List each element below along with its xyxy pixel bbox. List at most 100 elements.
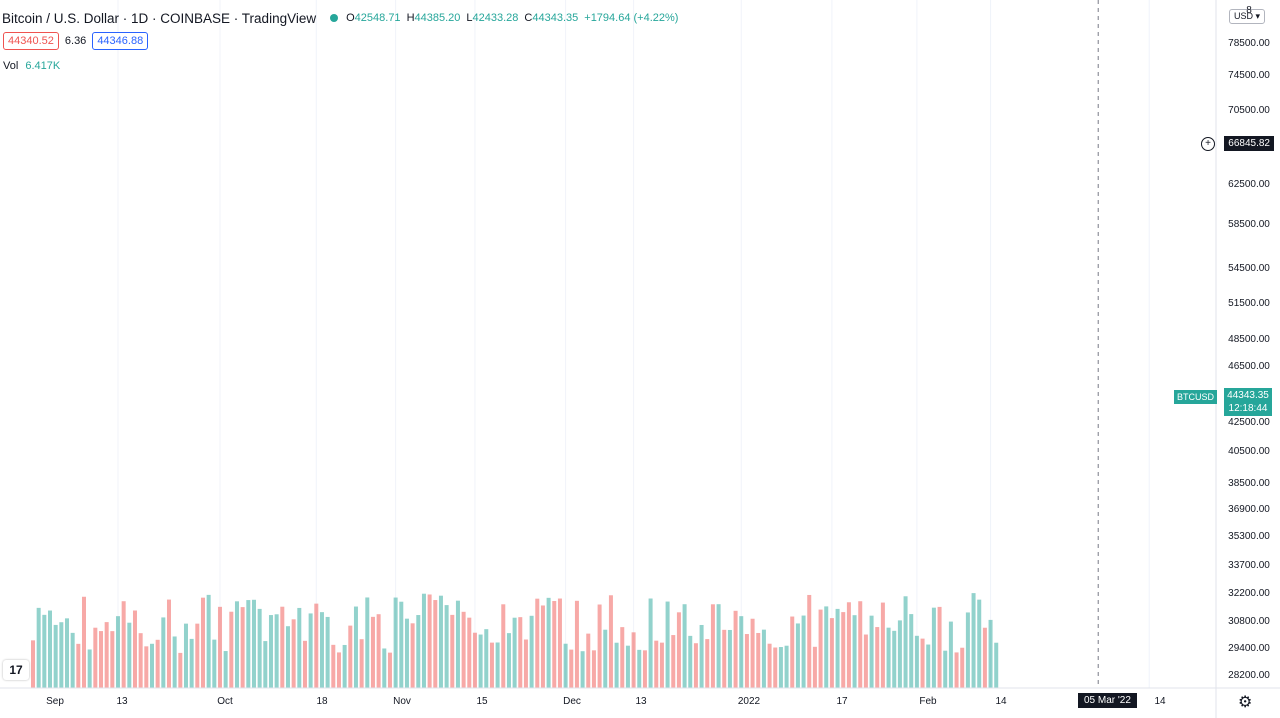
volume-bar [557, 598, 562, 688]
settings-gear-icon[interactable]: ⚙ [1238, 694, 1253, 711]
volume-bar [472, 632, 477, 688]
volume-bar [376, 614, 381, 688]
volume-bar [642, 650, 647, 688]
volume-bar [314, 603, 319, 688]
volume-bar [467, 617, 472, 688]
volume-bar [234, 601, 239, 688]
volume-bar [920, 638, 925, 688]
volume-bar [161, 617, 166, 688]
time-tick-label: 15 [476, 696, 488, 707]
volume-bar [240, 607, 245, 688]
volume-value: 6.417K [25, 60, 61, 72]
time-tick-label: Feb [919, 696, 937, 707]
volume-bar [501, 604, 506, 688]
volume-bar [869, 615, 874, 688]
currency-label: USD [1234, 11, 1254, 21]
volume-bar [268, 615, 273, 688]
volume-bar [835, 608, 840, 688]
volume-bar [455, 600, 460, 688]
volume-bar [246, 600, 251, 688]
volume-bar [478, 634, 483, 688]
volume-bar [659, 642, 664, 688]
volume-bar [212, 639, 217, 688]
price-tick-label: 48500.00 [1228, 334, 1270, 345]
currency-selector[interactable]: USD ▾ [1229, 9, 1266, 24]
volume-bar [863, 634, 868, 688]
volume-bar [421, 593, 426, 688]
time-tick-label: Nov [393, 696, 411, 707]
volume-bar [484, 629, 489, 688]
volume-bar [427, 594, 432, 688]
volume-bar [926, 644, 931, 688]
buy-button[interactable]: 44346.88 [92, 32, 149, 50]
spread-value: 6.36 [64, 35, 87, 47]
volume-bar [880, 602, 885, 688]
volume-bar [988, 619, 993, 688]
ohlc-low-label: L [466, 12, 473, 24]
volume-bar [540, 605, 545, 688]
volume-bar [852, 615, 857, 688]
volume-bar [965, 612, 970, 688]
volume-bar [563, 643, 568, 688]
volume-bar [693, 643, 698, 688]
volume-bar [688, 635, 693, 688]
volume-bar [172, 636, 177, 688]
volume-bar [285, 626, 290, 688]
ohlc-open-label: O [346, 12, 355, 24]
tradingview-logo-icon[interactable]: 17 [3, 660, 29, 680]
volume-bar [263, 641, 268, 688]
volume-bar [739, 616, 744, 688]
volume-bar [76, 643, 81, 688]
volume-bar [858, 601, 863, 688]
volume-bar [251, 599, 256, 688]
price-tick-label: 35300.00 [1228, 531, 1270, 542]
volume-bar [387, 652, 392, 688]
volume-bar [841, 612, 846, 688]
volume-bar [982, 627, 987, 688]
price-tick-label: 30800.00 [1228, 616, 1270, 627]
ohlc-high-label: H [406, 12, 415, 24]
volume-bar [631, 632, 636, 688]
volume-bar [393, 597, 398, 688]
volume-bar [807, 594, 812, 688]
price-tick-label: 46500.00 [1228, 361, 1270, 372]
volume-bar [257, 608, 262, 688]
sell-button[interactable]: 44340.52 [3, 32, 59, 50]
add-alert-icon[interactable]: + [1201, 137, 1215, 151]
volume-bar [948, 621, 953, 688]
ohlc-low-value: 42433.28 [472, 12, 519, 24]
volume-bar [149, 643, 154, 688]
volume-bar [722, 629, 727, 688]
volume-bar [229, 611, 234, 688]
volume-bar [308, 613, 313, 688]
volume-bar [943, 650, 948, 688]
volume-bar [115, 616, 120, 688]
price-tick-label: 32200.00 [1228, 588, 1270, 599]
price-change: +1794.64 (+4.22%) [584, 12, 679, 24]
volume-bar [370, 616, 375, 688]
symbol-title[interactable]: Bitcoin / U.S. Dollar · 1D · COINBASE · … [2, 10, 317, 26]
volume-bar [824, 606, 829, 688]
volume-legend[interactable]: Vol 6.417K [3, 60, 60, 72]
volume-bar [795, 623, 800, 688]
volume-bar [705, 639, 710, 688]
volume-bar [756, 632, 761, 688]
time-tick-label: Oct [217, 696, 233, 707]
price-tick-label: 54500.00 [1228, 263, 1270, 274]
bar-countdown: 12:18:44 [1228, 403, 1268, 414]
trade-buttons: 44340.52 6.36 44346.88 [3, 32, 149, 50]
volume-bar [812, 646, 817, 688]
volume-bar [761, 629, 766, 688]
volume-label: Vol [3, 60, 19, 72]
volume-bar [31, 640, 36, 688]
chart-header: Bitcoin / U.S. Dollar · 1D · COINBASE · … [2, 8, 678, 28]
volume-bar [591, 650, 596, 688]
volume-bar [710, 604, 715, 688]
volume-bar [586, 633, 591, 688]
volume-bar [450, 614, 455, 688]
volume-bar [302, 640, 307, 688]
ohlc-close-label: C [524, 12, 533, 24]
volume-bar [48, 610, 52, 688]
volume-bar [444, 605, 449, 688]
